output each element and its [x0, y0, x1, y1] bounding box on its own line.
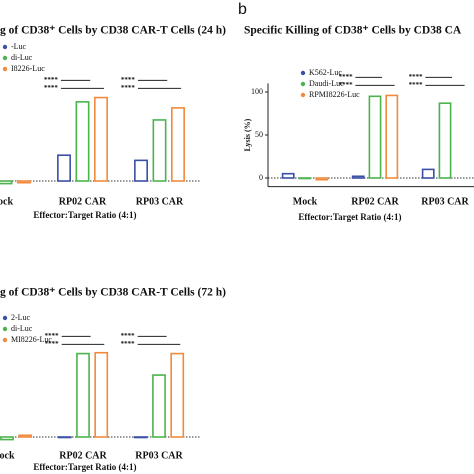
x-tick-label: Mock	[293, 196, 318, 207]
significance: ****	[44, 76, 59, 84]
significance: ****	[409, 73, 424, 81]
x-tick-label: RP02 CAR	[59, 450, 107, 461]
chart-title: Specific Killing of CD38⁺ Cells by CD38 …	[244, 25, 462, 37]
bar	[17, 180, 31, 184]
legend-label: I8226-Luc	[11, 64, 45, 73]
significance: ****	[121, 76, 136, 84]
bar	[133, 436, 148, 439]
x-tick-label: RP02 CAR	[59, 196, 107, 207]
bar	[171, 107, 185, 182]
significance: ****	[121, 84, 136, 92]
legend-marker	[2, 315, 8, 321]
bar	[18, 434, 33, 438]
bar	[438, 102, 452, 179]
y-tick-label: 0	[259, 173, 263, 182]
legend-marker	[2, 44, 8, 50]
legend-label: di-Luc	[11, 53, 33, 62]
legend-label: di-Luc	[11, 324, 33, 333]
legend-marker	[2, 55, 8, 61]
bar	[134, 159, 148, 182]
y-axis-label: Lysis (%)	[243, 118, 252, 151]
bar	[170, 352, 185, 438]
bar	[152, 119, 167, 182]
chart-title: g of CD38⁺ Cells by CD38 CAR-T Cells (24…	[0, 25, 226, 37]
bar	[385, 94, 399, 179]
legend-marker	[300, 81, 306, 87]
panel-label: b	[238, 1, 247, 18]
legend-marker	[2, 66, 8, 72]
significance: ****	[45, 340, 60, 348]
x-tick-label: ock	[0, 196, 13, 207]
x-tick-label: RP03 CAR	[135, 450, 183, 461]
significance: ****	[121, 340, 136, 348]
legend-marker	[300, 70, 306, 76]
legend-label: K562-Luc	[309, 68, 342, 77]
bar	[152, 374, 166, 438]
bar	[75, 101, 90, 182]
x-tick-label: RP03 CAR	[421, 196, 469, 207]
legend-marker	[2, 326, 8, 332]
y-tick-label: 100	[251, 87, 263, 96]
bar	[94, 351, 109, 438]
bar	[0, 180, 13, 185]
legend-marker	[2, 337, 8, 343]
x-tick-label: RP02 CAR	[351, 196, 399, 207]
significance: ****	[409, 81, 424, 89]
bar	[421, 168, 435, 179]
x-axis-label: Effector:Target Ratio (4:1)	[298, 212, 401, 222]
legend-label: RPMI8226-Luc	[309, 90, 360, 99]
significance: ****	[45, 332, 60, 340]
x-axis-label: Effector:Target Ratio (4:1)	[33, 210, 136, 220]
bar	[0, 436, 14, 441]
bar	[368, 95, 382, 179]
x-tick-label: ock	[0, 450, 15, 461]
bar	[315, 177, 329, 181]
x-tick-label: RP03 CAR	[136, 196, 184, 207]
chart-title: g of CD38⁺ Cells by CD38 CAR-T Cells (72…	[0, 287, 226, 299]
x-axis-label: Effector:Target Ratio (4:1)	[33, 462, 136, 472]
bar	[57, 436, 72, 439]
significance: ****	[44, 84, 59, 92]
bar	[351, 175, 365, 179]
y-tick-label: 50	[255, 130, 263, 139]
legend-marker	[300, 92, 306, 98]
bar	[94, 96, 108, 182]
bar	[57, 154, 71, 182]
significance: ****	[121, 332, 136, 340]
legend-label: -Luc	[11, 42, 27, 51]
bar	[76, 352, 90, 438]
bar	[298, 177, 312, 180]
significance: ****	[339, 81, 354, 89]
bar	[281, 172, 295, 179]
legend-label: MI8226-Luc	[11, 335, 52, 344]
significance: ****	[339, 73, 354, 81]
legend-label: Daudi-Luc	[309, 79, 344, 88]
legend-label: 2-Luc	[11, 313, 31, 322]
